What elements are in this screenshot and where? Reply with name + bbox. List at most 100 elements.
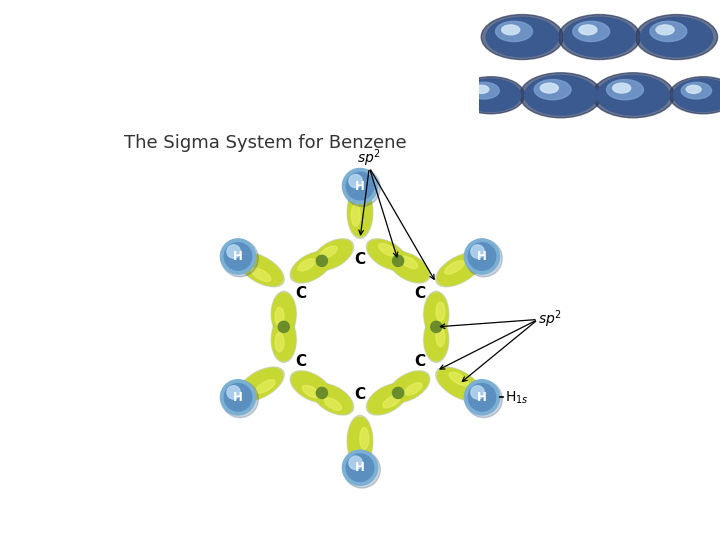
Ellipse shape <box>388 371 430 402</box>
Ellipse shape <box>390 253 428 282</box>
Circle shape <box>572 21 610 42</box>
Circle shape <box>670 77 720 114</box>
Ellipse shape <box>271 316 297 362</box>
Circle shape <box>534 79 571 100</box>
Circle shape <box>220 239 256 274</box>
Ellipse shape <box>438 254 481 286</box>
Circle shape <box>465 240 503 277</box>
Text: The Sigma System for Benzene: The Sigma System for Benzene <box>124 134 406 152</box>
Circle shape <box>343 451 380 488</box>
Ellipse shape <box>436 253 482 287</box>
Ellipse shape <box>388 252 430 283</box>
Text: C: C <box>295 287 306 301</box>
Ellipse shape <box>366 383 408 415</box>
Ellipse shape <box>436 302 445 321</box>
Text: Combining the Localized Electron: Combining the Localized Electron <box>12 56 267 71</box>
Circle shape <box>520 73 602 118</box>
Circle shape <box>461 79 521 112</box>
Ellipse shape <box>405 383 422 395</box>
Ellipse shape <box>368 240 406 269</box>
Ellipse shape <box>438 368 481 400</box>
Circle shape <box>592 73 674 118</box>
Circle shape <box>673 79 720 112</box>
Circle shape <box>613 83 631 93</box>
Circle shape <box>597 76 670 115</box>
Circle shape <box>606 79 644 100</box>
Ellipse shape <box>292 253 330 282</box>
Circle shape <box>468 383 495 411</box>
Ellipse shape <box>239 254 282 286</box>
Text: C: C <box>354 252 366 267</box>
Circle shape <box>681 82 711 99</box>
Circle shape <box>656 25 674 35</box>
Ellipse shape <box>271 291 297 337</box>
Text: H: H <box>477 391 487 404</box>
Ellipse shape <box>436 328 445 347</box>
Ellipse shape <box>379 244 395 256</box>
Ellipse shape <box>251 268 271 281</box>
Text: $sp^2$: $sp^2$ <box>538 309 562 330</box>
Ellipse shape <box>445 261 464 274</box>
Circle shape <box>481 15 563 59</box>
Circle shape <box>474 85 489 93</box>
Circle shape <box>636 15 718 59</box>
Text: C: C <box>295 354 306 369</box>
Circle shape <box>316 255 328 266</box>
Text: H: H <box>233 391 243 404</box>
Circle shape <box>464 239 500 274</box>
Circle shape <box>343 450 377 485</box>
Ellipse shape <box>272 319 295 361</box>
Ellipse shape <box>290 252 332 283</box>
Circle shape <box>316 387 328 399</box>
Ellipse shape <box>348 417 372 465</box>
Ellipse shape <box>302 386 320 397</box>
Circle shape <box>457 77 525 114</box>
Circle shape <box>495 21 533 42</box>
Text: C: C <box>354 387 366 402</box>
Circle shape <box>225 243 252 270</box>
Ellipse shape <box>312 239 354 271</box>
Circle shape <box>471 386 485 399</box>
Ellipse shape <box>256 380 275 393</box>
Circle shape <box>227 386 240 399</box>
Circle shape <box>686 85 701 93</box>
Circle shape <box>392 255 404 266</box>
Circle shape <box>278 321 289 333</box>
Ellipse shape <box>423 291 449 337</box>
Text: and Molecular Orbital Models: and Molecular Orbital Models <box>12 99 235 114</box>
Ellipse shape <box>360 428 369 449</box>
Ellipse shape <box>314 240 352 269</box>
Circle shape <box>349 456 362 469</box>
Ellipse shape <box>312 383 354 415</box>
Circle shape <box>468 243 495 270</box>
Ellipse shape <box>348 188 372 237</box>
Text: $\mathregular{H}_{1s}$: $\mathregular{H}_{1s}$ <box>505 389 528 406</box>
Circle shape <box>641 17 713 57</box>
Circle shape <box>650 21 687 42</box>
Circle shape <box>525 76 597 115</box>
Ellipse shape <box>238 253 284 287</box>
Text: $sp^2$: $sp^2$ <box>357 147 381 169</box>
Ellipse shape <box>347 186 373 239</box>
Text: H: H <box>355 461 365 474</box>
Ellipse shape <box>239 368 282 400</box>
Text: H: H <box>477 250 487 263</box>
Ellipse shape <box>425 293 448 335</box>
Ellipse shape <box>366 239 408 271</box>
Circle shape <box>469 82 499 99</box>
Circle shape <box>343 168 377 204</box>
Circle shape <box>392 387 404 399</box>
Ellipse shape <box>320 246 337 258</box>
Circle shape <box>346 454 374 482</box>
Circle shape <box>540 83 558 93</box>
Ellipse shape <box>351 205 360 226</box>
Ellipse shape <box>290 371 332 402</box>
Ellipse shape <box>423 316 449 362</box>
Text: H: H <box>355 179 365 193</box>
Ellipse shape <box>238 367 284 401</box>
Circle shape <box>579 25 597 35</box>
Text: H: H <box>233 250 243 263</box>
Ellipse shape <box>347 415 373 467</box>
Circle shape <box>221 381 258 417</box>
Circle shape <box>471 245 485 258</box>
